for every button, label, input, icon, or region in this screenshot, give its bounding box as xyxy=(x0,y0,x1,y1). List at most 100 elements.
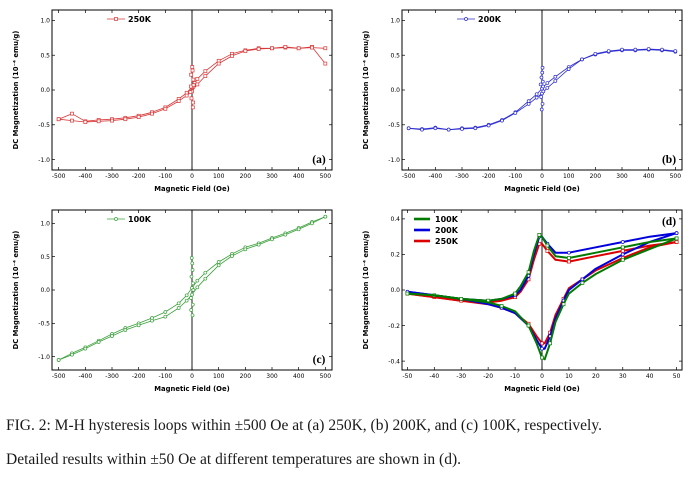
svg-text:-300: -300 xyxy=(455,173,469,180)
figure-grid: -500 -400 -300 -200 -100 0 100 200 300 400 500 -1.0… xyxy=(0,2,700,402)
series-100K-zero-field-cluster-markers xyxy=(189,256,196,318)
series-200K-lower-branch-line xyxy=(407,232,677,350)
svg-text:-0.5: -0.5 xyxy=(38,321,50,328)
panel-letter-c: (c) xyxy=(313,354,326,366)
svg-text:0: 0 xyxy=(540,173,544,180)
svg-text:100: 100 xyxy=(213,173,225,180)
svg-text:-300: -300 xyxy=(105,373,119,380)
svg-text:-500: -500 xyxy=(52,173,66,180)
series-250K-descending-markers xyxy=(56,45,328,124)
svg-text:300: 300 xyxy=(266,373,278,380)
svg-text:1.0: 1.0 xyxy=(40,18,50,25)
series-100K-descending-markers xyxy=(56,214,328,362)
svg-text:20: 20 xyxy=(592,373,600,380)
svg-text:-400: -400 xyxy=(79,373,93,380)
svg-text:0.5: 0.5 xyxy=(390,52,400,59)
x-axis-label: Magnetic Field (Oe) xyxy=(154,385,229,393)
svg-text:-40: -40 xyxy=(429,373,439,380)
svg-text:-20: -20 xyxy=(483,373,493,380)
svg-text:-0.2: -0.2 xyxy=(388,323,400,330)
paper-figure: -500 -400 -300 -200 -100 0 100 200 300 400 500 -1.0… xyxy=(0,2,700,471)
legend-label-200K: 200K xyxy=(435,226,459,235)
svg-text:-1.0: -1.0 xyxy=(388,157,400,164)
axes-ticks: -500 -400 -300 -200 -100 0 100 200 300 400 500 -1.0… xyxy=(38,210,332,380)
x-axis-label: Magnetic Field (Oe) xyxy=(504,185,579,193)
legend-label-100K: 100K xyxy=(128,215,152,224)
panel-a: -500 -400 -300 -200 -100 0 100 200 300 400 500 -1.0… xyxy=(0,2,350,202)
svg-text:0.2: 0.2 xyxy=(390,252,400,259)
svg-text:500: 500 xyxy=(320,373,332,380)
svg-text:500: 500 xyxy=(670,173,682,180)
series-100K-lower-branch-markers xyxy=(405,236,679,360)
legend-label-250K: 250K xyxy=(435,237,459,246)
plot-frame xyxy=(401,209,683,371)
svg-text:-0.4: -0.4 xyxy=(388,358,400,365)
svg-text:100: 100 xyxy=(213,373,225,380)
svg-text:-200: -200 xyxy=(132,373,146,380)
svg-text:-500: -500 xyxy=(402,173,416,180)
series-200K-upper-branch-markers xyxy=(432,231,679,303)
svg-text:-400: -400 xyxy=(79,173,93,180)
svg-text:-500: -500 xyxy=(52,373,66,380)
x-axis-label: Magnetic Field (Oe) xyxy=(504,385,579,393)
svg-text:-50: -50 xyxy=(402,373,412,380)
svg-text:-300: -300 xyxy=(105,173,119,180)
panel-d-chart: -50 -40 -30 -20 -10 0 10 20 30 40 50 -0.4 -0.2 0.0 0.2… xyxy=(362,209,683,393)
svg-text:200: 200 xyxy=(590,173,602,180)
panel-letter-a: (a) xyxy=(312,154,326,166)
legend-label-250K: 250K xyxy=(128,15,152,24)
svg-text:1.0: 1.0 xyxy=(390,18,400,25)
svg-text:-200: -200 xyxy=(482,173,496,180)
plot-frame xyxy=(51,9,333,171)
panel-a-chart: -500 -400 -300 -200 -100 0 100 200 300 400 500 -1.0… xyxy=(12,9,333,193)
y-axis-label: DC Magnetization (10⁻⁴ emu/g) xyxy=(12,31,20,150)
y-axis-label: DC Magnetization (10⁻⁴ emu/g) xyxy=(362,231,370,350)
axes-ticks: -500 -400 -300 -200 -100 0 100 200 300 400 500 -1.0… xyxy=(38,10,332,180)
legend-label-100K: 100K xyxy=(435,215,459,224)
plot-frame xyxy=(401,9,683,171)
svg-text:10: 10 xyxy=(565,373,573,380)
svg-text:500: 500 xyxy=(320,173,332,180)
svg-text:50: 50 xyxy=(673,373,681,380)
svg-text:0.0: 0.0 xyxy=(390,87,400,94)
svg-text:0: 0 xyxy=(540,373,544,380)
svg-text:300: 300 xyxy=(266,173,278,180)
svg-text:-100: -100 xyxy=(159,373,173,380)
svg-text:0.5: 0.5 xyxy=(40,254,50,261)
svg-text:-100: -100 xyxy=(509,173,523,180)
panel-c: -500 -400 -300 -200 -100 0 100 200 300 400 500 -1.0… xyxy=(0,202,350,402)
panel-letter-b: (b) xyxy=(662,154,676,166)
svg-text:0.0: 0.0 xyxy=(40,287,50,294)
svg-text:100: 100 xyxy=(563,173,575,180)
panel-d: -50 -40 -30 -20 -10 0 10 20 30 40 50 -0.4 -0.2 0.0 0.2… xyxy=(350,202,700,402)
svg-text:0.0: 0.0 xyxy=(40,87,50,94)
svg-text:-0.5: -0.5 xyxy=(388,122,400,129)
svg-text:-1.0: -1.0 xyxy=(38,354,50,361)
series-200K-zero-field-cluster-markers xyxy=(538,65,546,112)
x-axis-label: Magnetic Field (Oe) xyxy=(154,185,229,193)
svg-text:-10: -10 xyxy=(510,373,520,380)
svg-text:-400: -400 xyxy=(429,173,443,180)
svg-text:0: 0 xyxy=(190,173,194,180)
svg-text:0.4: 0.4 xyxy=(390,216,400,223)
svg-text:200: 200 xyxy=(240,373,252,380)
svg-text:-200: -200 xyxy=(132,173,146,180)
y-axis-label: DC Magnetization (10⁻⁴ emu/g) xyxy=(12,231,20,350)
panel-letter-d: (d) xyxy=(662,216,676,228)
svg-text:-1.0: -1.0 xyxy=(38,157,50,164)
svg-text:0: 0 xyxy=(190,373,194,380)
series-100K-upper-branch-line xyxy=(407,233,677,302)
series-250K-zero-field-cluster-markers xyxy=(188,65,196,110)
svg-text:400: 400 xyxy=(643,173,655,180)
series-100K-lower-branch-line xyxy=(407,237,677,361)
panel-b: -500 -400 -300 -200 -100 0 100 200 300 400 500 -1.0… xyxy=(350,2,700,202)
plot-frame xyxy=(51,209,333,371)
figure-caption: FIG. 2: M-H hysteresis loops within ±500… xyxy=(6,416,694,471)
svg-text:300: 300 xyxy=(616,173,628,180)
series-200K-descending-markers xyxy=(406,47,678,132)
svg-text:400: 400 xyxy=(293,373,305,380)
svg-text:-0.5: -0.5 xyxy=(38,122,50,129)
legend-label-200K: 200K xyxy=(478,15,502,24)
caption-line-1: FIG. 2: M-H hysteresis loops within ±500… xyxy=(6,417,602,434)
svg-text:-30: -30 xyxy=(456,373,466,380)
